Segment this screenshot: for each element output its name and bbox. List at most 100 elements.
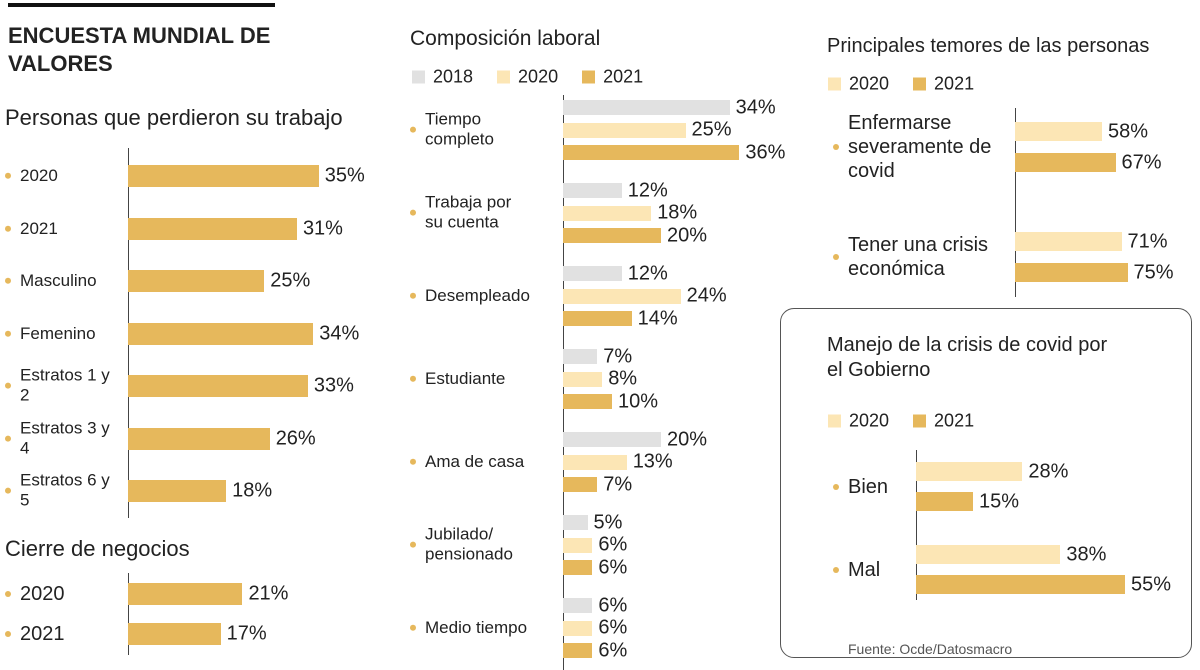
value-label: 36% [745, 141, 786, 163]
axis-line [916, 450, 917, 600]
category-label: Estratos 1 y 2 [5, 366, 123, 407]
legend-item: 2020 [828, 411, 889, 432]
bar [128, 583, 243, 605]
legend-label: 2018 [433, 66, 474, 87]
category-text: Estratos 6 y 5 [20, 470, 110, 510]
bar [563, 643, 593, 658]
bar [916, 575, 1125, 594]
category-label: Tener una crisis económica [833, 233, 1008, 281]
legend-label: 2020 [518, 66, 559, 87]
bar [128, 480, 227, 502]
category-text: Ama de casa [425, 451, 525, 471]
bullet [410, 542, 416, 548]
legend: 2020 2021 [828, 74, 974, 95]
axis-line [1015, 108, 1016, 297]
value-label: 14% [637, 307, 678, 329]
bar [563, 477, 598, 492]
value-label: 33% [313, 374, 354, 397]
value-label: 25% [691, 118, 732, 141]
value-label: 24% [686, 284, 727, 307]
top-rule [8, 3, 275, 7]
bar [563, 620, 593, 636]
bar [128, 270, 265, 292]
axis-line [128, 573, 129, 655]
bullet [833, 144, 839, 150]
source: Fuente: Ocde/Datosmacro [848, 641, 1013, 657]
bar [1015, 263, 1128, 282]
legend-swatch [913, 414, 927, 428]
bar [563, 100, 730, 115]
bar [563, 266, 622, 281]
category-text: Estratos 3 y 4 [20, 418, 110, 458]
category-label: Estratos 3 y 4 [5, 418, 123, 459]
category-text: Estudiante [425, 368, 506, 388]
value-label: 31% [302, 217, 343, 239]
value-label: 6% [598, 556, 628, 578]
bar [563, 371, 603, 387]
bar [563, 145, 740, 160]
legend-item: 2021 [582, 67, 643, 88]
bar [128, 322, 314, 345]
legend-item: 2021 [913, 411, 974, 432]
value-label: 28% [1028, 460, 1069, 482]
bar [563, 122, 686, 138]
legend: 2018 2020 2021 [412, 67, 643, 88]
bullet [833, 566, 839, 573]
value-label: 35% [324, 164, 365, 187]
value-label: 38% [1066, 543, 1107, 565]
chart-title: Composición laboral [410, 27, 601, 50]
bullet [5, 383, 11, 389]
category-label: 2021 [5, 218, 123, 238]
value-label: 75% [1133, 261, 1174, 283]
main-title: ENCUESTA MUNDIAL DE VALORES [8, 23, 271, 76]
category-text: Medio tiempo [425, 617, 528, 637]
bar [563, 205, 652, 221]
value-label: 12% [627, 262, 668, 284]
value-label: 7% [603, 473, 633, 495]
value-label: 55% [1131, 573, 1172, 595]
legend-label: 2021 [934, 410, 975, 431]
bar [563, 311, 632, 326]
bullet [833, 254, 839, 260]
category-text: Tener una crisis económica [848, 234, 989, 280]
value-label: 12% [627, 179, 668, 201]
category-text: 2021 [20, 623, 65, 645]
bar [1015, 122, 1102, 141]
chart-title: Manejo de la crisis de covid por el Gobi… [827, 334, 1108, 381]
bullet [410, 624, 416, 631]
category-label: 2020 [5, 582, 123, 606]
category-label: 2020 [5, 166, 123, 186]
category-text: Desempleado [425, 285, 530, 305]
value-label: 25% [270, 269, 311, 292]
category-text: Masculino [20, 270, 97, 290]
category-label: Ama de casa [410, 452, 530, 472]
category-text: Trabaja por su cuenta [425, 192, 512, 232]
value-label: 5% [593, 511, 623, 533]
bullet [5, 225, 11, 232]
legend-swatch [828, 77, 841, 91]
category-text: Mal [848, 558, 881, 581]
value-label: 18% [232, 479, 273, 502]
bullet [410, 127, 416, 133]
legend-label: 2020 [849, 410, 890, 431]
bullet [5, 277, 11, 284]
legend: 2020 2021 [828, 411, 974, 432]
category-label: 2021 [5, 622, 123, 646]
category-text: Estratos 1 y 2 [20, 365, 110, 405]
bar [128, 427, 270, 450]
bullet [5, 631, 11, 637]
legend-label: 2021 [934, 73, 975, 94]
legend-swatch [497, 70, 511, 84]
bar [563, 394, 612, 409]
legend-item: 2020 [828, 74, 889, 95]
category-label: Mal [833, 558, 913, 582]
bar [1015, 232, 1122, 251]
category-label: Desempleado [410, 286, 530, 306]
legend-label: 2021 [603, 66, 644, 87]
bullet [410, 292, 416, 299]
bar [563, 349, 598, 364]
bar [916, 492, 973, 511]
bar [563, 537, 593, 553]
bullet [410, 458, 416, 465]
